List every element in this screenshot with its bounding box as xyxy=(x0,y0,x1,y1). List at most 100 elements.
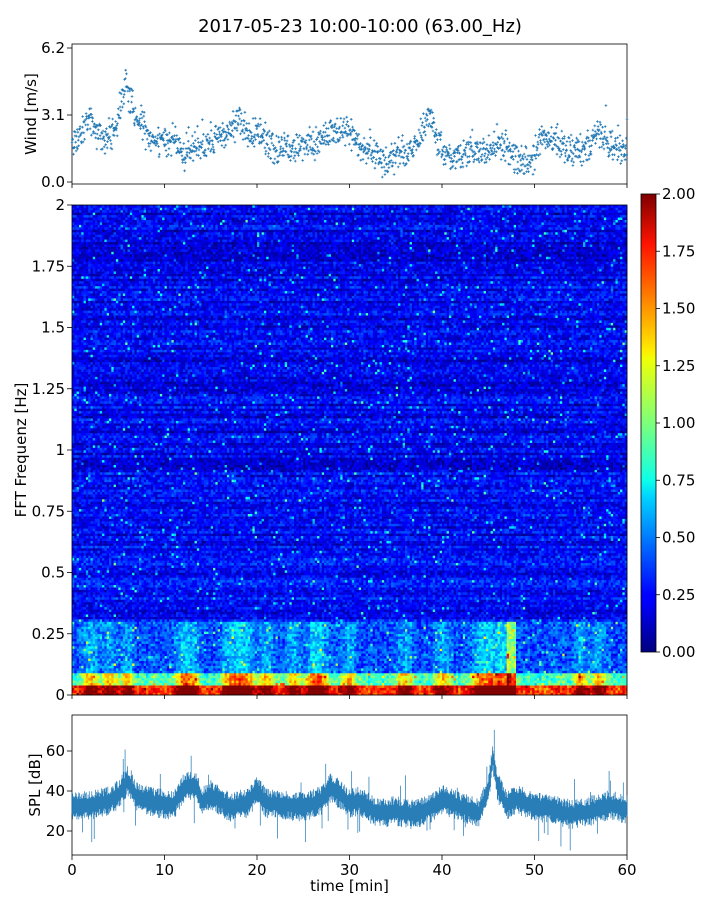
spectrogram-cell xyxy=(553,668,556,671)
spectrogram-cell xyxy=(439,665,443,669)
spectrogram-cell xyxy=(393,660,397,664)
spectrogram-cell xyxy=(347,677,353,681)
spectrogram-cell xyxy=(120,668,124,671)
spectrogram-cell xyxy=(615,677,619,681)
spectrogram-cell xyxy=(141,655,144,659)
spectrogram-cell xyxy=(111,675,114,679)
spectrogram-cell xyxy=(342,636,348,639)
spectrogram-cell xyxy=(319,672,323,676)
spectrogram-cell xyxy=(458,677,461,681)
spectrogram-cell xyxy=(395,668,399,671)
spectrogram-cell xyxy=(192,658,195,661)
spectrogram-cell xyxy=(432,655,436,659)
spectrogram-cell xyxy=(333,668,339,671)
spectrogram-cell xyxy=(294,663,297,666)
spectrogram-cell xyxy=(254,692,258,696)
spectrogram-cell xyxy=(479,646,482,649)
spectrogram-cell xyxy=(266,638,269,642)
spectrogram-cell xyxy=(506,665,510,669)
spectrogram-cell xyxy=(543,672,547,676)
spectrogram-cell xyxy=(564,668,568,671)
spectrogram-cell xyxy=(282,665,286,669)
spectrogram-cell xyxy=(566,653,572,657)
spectrogram-cell xyxy=(257,672,260,676)
spectrogram-cell xyxy=(102,648,105,652)
spectrogram-cell xyxy=(310,675,313,679)
spectrogram-cell xyxy=(280,690,283,693)
spectrogram-cell xyxy=(354,660,357,664)
spectrogram-cell xyxy=(446,648,450,652)
spectrogram-cell xyxy=(155,672,158,676)
spectrogram-cell xyxy=(368,648,373,652)
spectrogram-cell xyxy=(312,672,316,676)
spectrogram-cell xyxy=(465,690,468,693)
spectrogram-cell xyxy=(398,660,401,664)
spectrogram-cell xyxy=(613,643,616,647)
spectrogram-cell xyxy=(603,643,607,647)
spectrogram-cell xyxy=(374,692,378,696)
spectrogram-cell xyxy=(78,650,82,654)
spectrogram-cell xyxy=(388,643,392,647)
spectrogram-cell xyxy=(113,643,117,647)
spectrogram-cell xyxy=(532,658,535,661)
spectrogram-cell xyxy=(451,677,454,681)
spectrogram-cell xyxy=(370,665,373,669)
spectrogram-cell xyxy=(125,675,128,679)
spectrogram-cell xyxy=(277,653,283,657)
spectrogram-cell xyxy=(88,638,91,642)
spectrogram-cell xyxy=(99,663,103,666)
spectrogram-cell xyxy=(127,638,131,642)
spectrogram-cell xyxy=(118,646,124,649)
spectrogram-cell xyxy=(169,646,172,649)
spectrogram-cell xyxy=(564,675,568,679)
spectrogram-cell xyxy=(127,690,135,693)
spectrogram-cell xyxy=(342,648,346,652)
spectrogram-cell xyxy=(615,675,619,679)
spectrogram-cell xyxy=(488,653,491,657)
spectrogram-cell xyxy=(472,658,475,661)
spectrogram-cell xyxy=(407,668,410,671)
spectrogram-cell xyxy=(398,680,401,684)
spectrogram-cell xyxy=(590,692,593,696)
spectrogram-cell xyxy=(407,643,410,647)
spectrogram-cell xyxy=(368,650,371,654)
spectrogram-cell xyxy=(282,680,286,684)
spectrogram-cell xyxy=(275,660,279,664)
spectrogram-cell xyxy=(88,648,91,652)
spectrogram-cell xyxy=(261,675,265,679)
spectrogram-cell xyxy=(432,663,436,666)
spectrogram-cell xyxy=(559,680,563,684)
spectrogram-cell xyxy=(120,675,124,679)
spectrogram-cell xyxy=(275,665,279,669)
spectrogram-cell xyxy=(610,653,614,657)
spectrogram-cell xyxy=(344,641,348,644)
spectrogram-cell xyxy=(497,672,501,676)
spectrogram-cell xyxy=(455,660,459,664)
spectrogram-cell xyxy=(354,641,360,644)
spectrogram-cell xyxy=(585,648,588,652)
spectrogram-cell xyxy=(432,692,436,696)
spectrogram-cell xyxy=(229,660,232,664)
spectrogram-cell xyxy=(416,648,420,652)
spectrogram-cell xyxy=(527,675,531,679)
spectrogram-cell xyxy=(499,643,503,647)
spectrogram-cell xyxy=(435,658,438,661)
spectrogram-cell xyxy=(386,650,390,654)
spectrogram-cell xyxy=(546,643,549,647)
spectrogram-cell xyxy=(599,655,602,659)
spectrogram-cell xyxy=(166,636,170,639)
spectrogram-cell xyxy=(342,655,346,659)
spectrogram-cell xyxy=(111,660,117,664)
spectrogram-cell xyxy=(391,658,394,661)
spectrogram-cell xyxy=(492,658,496,661)
spectrogram-cell xyxy=(312,653,316,657)
spectrogram-cell xyxy=(425,677,429,681)
spectrogram-cell xyxy=(617,650,621,654)
spectrogram-cell xyxy=(617,682,621,686)
spectrogram-cell xyxy=(236,672,239,676)
spectrogram-cell xyxy=(109,687,112,691)
spectrogram-cell xyxy=(95,665,98,669)
spectrogram-cell xyxy=(106,660,110,664)
figure-title: 2017-05-23 10:00-10:00 (63.00_Hz) xyxy=(198,16,522,37)
spectrogram-cell xyxy=(136,650,140,654)
